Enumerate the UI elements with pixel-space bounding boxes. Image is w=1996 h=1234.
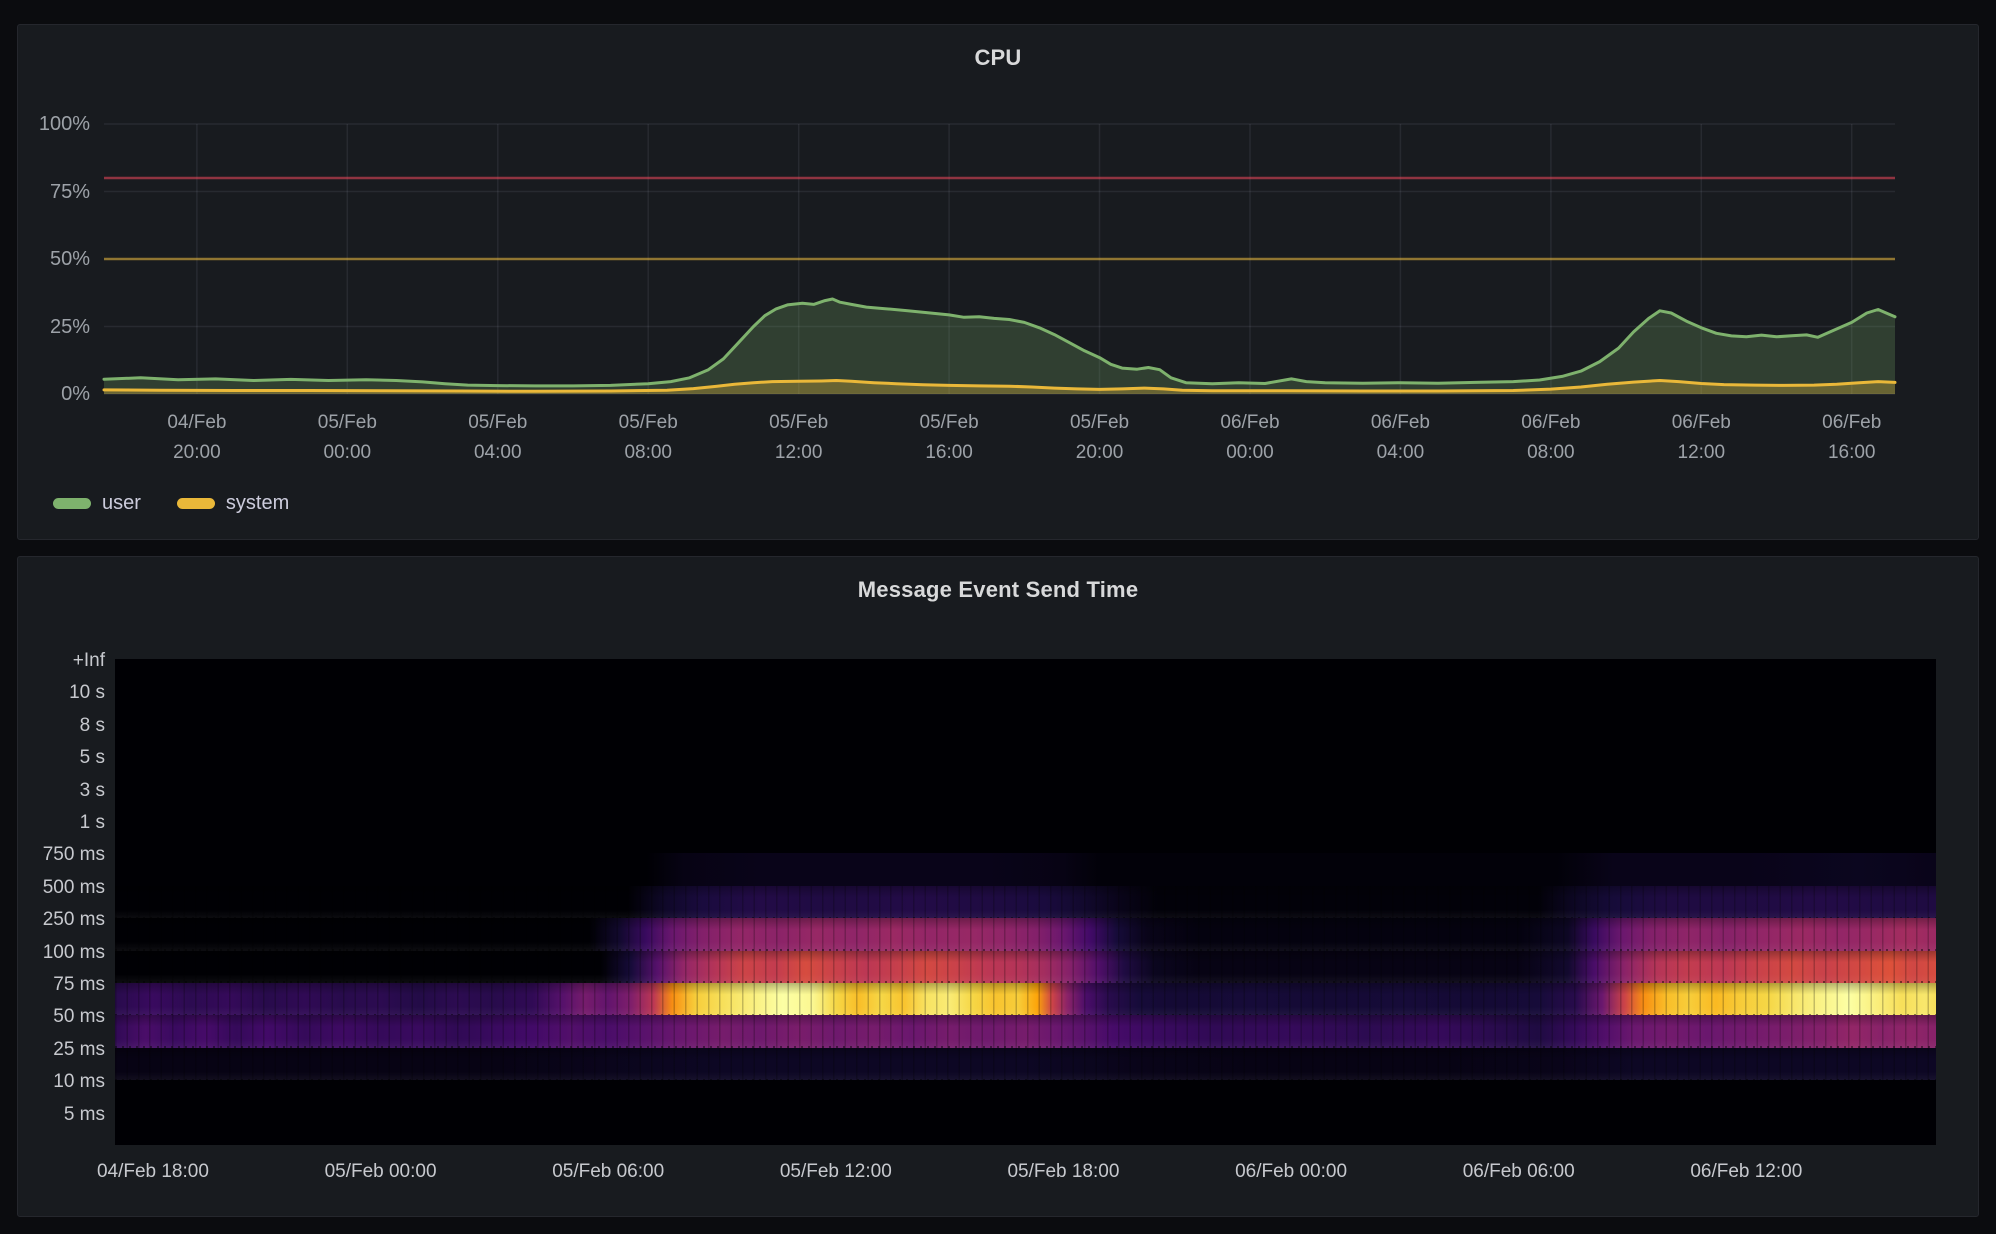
- heatmap-row-750ms: [115, 853, 1936, 887]
- heatmap-ytick-50ms: 50 ms: [53, 1006, 105, 1028]
- cpu-ytick-75: 75%: [49, 180, 90, 203]
- cpu-xtick: 04/Feb 20:00: [167, 412, 227, 463]
- heatmap-row-10s: [115, 691, 1936, 725]
- system-series-label: system: [225, 492, 290, 514]
- cpu-xtick: 05/Feb 00:00: [317, 412, 377, 463]
- cpu-xtick: 06/Feb 16:00: [1822, 412, 1882, 463]
- heatmap-row-+Inf: [115, 659, 1936, 692]
- cpu-xtick: 05/Feb 20:00: [1069, 412, 1130, 463]
- heatmap-row-100ms: [115, 950, 1936, 984]
- cpu-xtick: 05/Feb 08:00: [618, 412, 678, 463]
- cpu-xtick: 06/Feb 04:00: [1370, 412, 1430, 463]
- cpu-panel-title: CPU: [974, 45, 1022, 70]
- cpu-plot-area[interactable]: [102, 123, 1897, 395]
- heatmap-row-8s: [115, 723, 1936, 757]
- heatmap-row-5ms: [115, 1112, 1936, 1146]
- panel-cpu: CPU: [17, 24, 1979, 540]
- legend-item-system[interactable]: system: [176, 492, 290, 515]
- heatmap-row-1s: [115, 821, 1936, 854]
- heatmap-ytick-1s: 1 s: [79, 812, 105, 833]
- heatmap-plot-area[interactable]: [115, 659, 1936, 1146]
- heatmap-ytick-750ms: 750 ms: [42, 844, 105, 866]
- heatmap-xtick: 05/Feb 18:00: [1007, 1161, 1120, 1182]
- cpu-xtick: 05/Feb 16:00: [919, 412, 979, 463]
- cpu-line-user: [102, 297, 1897, 388]
- heatmap-ytick-25ms: 25 ms: [53, 1038, 105, 1060]
- heatmap-ytick-100ms: 100 ms: [42, 941, 105, 963]
- cpu-chart-svg: [102, 123, 1897, 395]
- heatmap-ytick-10ms: 10 ms: [53, 1071, 105, 1093]
- cpu-xtick: 05/Feb 04:00: [468, 412, 528, 463]
- cpu-line-system: [102, 379, 1897, 393]
- heatmap-ytick-+Inf: +Inf: [72, 650, 105, 671]
- cpu-area-user: [104, 299, 1895, 394]
- heatmap-ytick-250ms: 250 ms: [42, 909, 105, 931]
- cpu-xtick: 06/Feb 08:00: [1521, 412, 1581, 463]
- heatmap-ytick-5s: 5 s: [79, 747, 105, 769]
- heatmap-xtick: 05/Feb 06:00: [552, 1161, 665, 1182]
- heatmap-xtick: 05/Feb 00:00: [324, 1161, 437, 1182]
- cpu-legend: user system: [53, 492, 289, 515]
- system-series-swatch: [176, 498, 215, 509]
- heatmap-row-10ms: [115, 1080, 1936, 1114]
- heatmap-ytick-10s: 10 s: [69, 682, 105, 704]
- user-series-label: user: [102, 492, 141, 514]
- heatmap-row-5s: [115, 756, 1936, 790]
- heatmap-xtick: 06/Feb 12:00: [1690, 1161, 1803, 1182]
- cpu-xtick: 05/Feb 12:00: [769, 412, 829, 463]
- heatmap-row-25ms: [115, 1047, 1936, 1081]
- heatmap-xtick: 05/Feb 12:00: [779, 1161, 892, 1182]
- cpu-ytick-25: 25%: [49, 315, 90, 338]
- heatmap-panel-title: Message Event Send Time: [857, 577, 1139, 602]
- heatmap-ytick-75ms: 75 ms: [53, 974, 105, 995]
- cpu-ytick-100: 100%: [38, 113, 90, 135]
- heatmap-ytick-8s: 8 s: [79, 714, 105, 736]
- cpu-xtick: 06/Feb 00:00: [1220, 412, 1280, 463]
- heatmap-ytick-3s: 3 s: [79, 779, 105, 801]
- heatmap-row-250ms: [115, 918, 1936, 952]
- heatmap-row-500ms: [115, 885, 1936, 919]
- legend-item-user[interactable]: user: [53, 492, 141, 515]
- heatmap-row-50ms: [115, 1015, 1936, 1049]
- heatmap-row-3s: [115, 788, 1936, 822]
- heatmap-row-75ms: [115, 983, 1936, 1016]
- cpu-xtick: 06/Feb 12:00: [1671, 412, 1731, 463]
- user-series-swatch: [53, 498, 91, 509]
- heatmap-xtick: 06/Feb 00:00: [1235, 1161, 1348, 1182]
- cpu-ytick-0: 0%: [61, 383, 90, 405]
- heatmap-ytick-5ms: 5 ms: [63, 1103, 105, 1125]
- heatmap-ytick-500ms: 500 ms: [42, 876, 105, 898]
- heatmap-xtick: 06/Feb 06:00: [1462, 1161, 1575, 1182]
- cpu-ytick-50: 50%: [49, 248, 90, 270]
- heatmap-xtick: 04/Feb 18:00: [96, 1161, 209, 1182]
